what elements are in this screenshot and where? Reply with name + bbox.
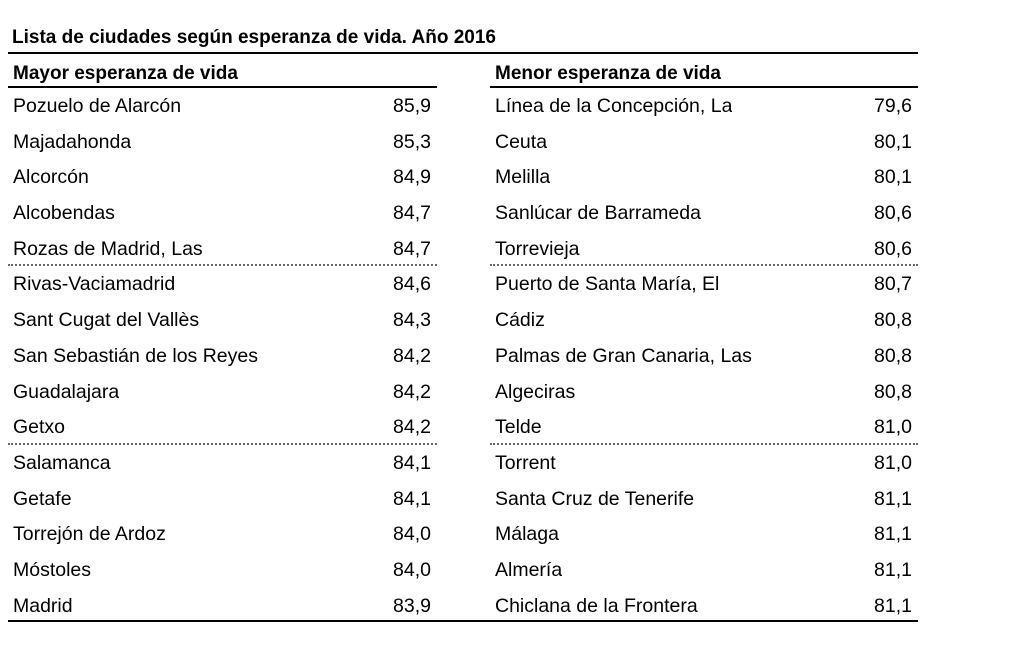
life-expectancy-value: 83,9 xyxy=(393,594,431,617)
table-row: Algeciras 80,8 xyxy=(490,374,918,410)
life-expectancy-value: 81,0 xyxy=(874,416,912,439)
city-name: Móstoles xyxy=(13,558,92,581)
table-row: Alcorcón 84,9 xyxy=(8,159,437,195)
city-name: Sanlúcar de Barrameda xyxy=(495,202,701,225)
life-expectancy-value: 80,6 xyxy=(874,237,912,260)
city-name: Pozuelo de Alarcón xyxy=(13,95,182,117)
life-expectancy-value: 81,1 xyxy=(874,558,912,581)
life-expectancy-value: 80,8 xyxy=(874,309,912,332)
city-name: Rivas-Vaciamadrid xyxy=(13,273,176,296)
table-row: Palmas de Gran Canaria, Las 80,8 xyxy=(490,338,918,374)
city-name: Getafe xyxy=(13,487,72,510)
city-name: Torrevieja xyxy=(495,237,580,260)
table-row: Sant Cugat del Vallès 84,3 xyxy=(8,302,437,338)
life-expectancy-value: 81,1 xyxy=(874,487,912,510)
life-expectancy-value: 80,7 xyxy=(874,273,912,296)
table-title: Lista de ciudades según esperanza de vid… xyxy=(12,27,496,48)
lowest-life-expectancy-column: Menor esperanza de vida Línea de la Conc… xyxy=(490,54,918,623)
table-row: Rivas-Vaciamadrid 84,6 xyxy=(8,266,437,302)
column-header: Menor esperanza de vida xyxy=(490,54,918,88)
life-expectancy-value: 85,3 xyxy=(393,130,431,153)
table-row: Salamanca 84,1 xyxy=(8,445,437,481)
life-expectancy-value: 84,2 xyxy=(393,416,431,439)
life-expectancy-value: 84,1 xyxy=(393,451,431,474)
table-row: Torrevieja 80,6 xyxy=(490,231,918,267)
table-row: Sanlúcar de Barrameda 80,6 xyxy=(490,195,918,231)
life-expectancy-value: 81,1 xyxy=(874,523,912,546)
table-row: Cádiz 80,8 xyxy=(490,302,918,338)
city-name: Santa Cruz de Tenerife xyxy=(495,487,695,510)
city-name: Guadalajara xyxy=(13,380,120,403)
life-expectancy-value: 84,6 xyxy=(393,273,431,296)
city-name: Puerto de Santa María, El xyxy=(495,273,720,296)
life-expectancy-value: 85,9 xyxy=(393,95,431,117)
table-row: Madrid 83,9 xyxy=(8,588,437,624)
table-row: Rozas de Madrid, Las 84,7 xyxy=(8,231,437,267)
city-name: Málaga xyxy=(495,523,559,546)
table-row: San Sebastián de los Reyes 84,2 xyxy=(8,338,437,374)
table-row: Torrent 81,0 xyxy=(490,445,918,481)
table-row: Telde 81,0 xyxy=(490,409,918,445)
city-name: Madrid xyxy=(13,594,73,617)
city-name: Cádiz xyxy=(495,309,545,332)
table-row: Móstoles 84,0 xyxy=(8,552,437,588)
city-name: Ceuta xyxy=(495,130,548,153)
table-row: Ceuta 80,1 xyxy=(490,124,918,160)
life-expectancy-value: 80,6 xyxy=(874,202,912,225)
city-name: Algeciras xyxy=(495,380,576,403)
table-row: Santa Cruz de Tenerife 81,1 xyxy=(490,481,918,517)
table-row: Puerto de Santa María, El 80,7 xyxy=(490,266,918,302)
column-header: Mayor esperanza de vida xyxy=(8,54,437,88)
life-expectancy-value: 81,0 xyxy=(874,451,912,474)
table-row: Pozuelo de Alarcón 85,9 xyxy=(8,88,437,124)
table-row: Getafe 84,1 xyxy=(8,481,437,517)
city-name: Melilla xyxy=(495,166,551,189)
table-row: Línea de la Concepción, La 79,6 xyxy=(490,88,918,124)
table-row: Málaga 81,1 xyxy=(490,516,918,552)
life-expectancy-value: 84,3 xyxy=(393,309,431,332)
life-expectancy-value: 84,2 xyxy=(393,344,431,367)
city-name: Sant Cugat del Vallès xyxy=(13,309,200,332)
life-expectancy-value: 84,2 xyxy=(393,380,431,403)
city-name: Torrejón de Ardoz xyxy=(13,523,166,546)
city-name: Palmas de Gran Canaria, Las xyxy=(495,344,752,367)
table-row: Torrejón de Ardoz 84,0 xyxy=(8,516,437,552)
table-row: Alcobendas 84,7 xyxy=(8,195,437,231)
table-row: Guadalajara 84,2 xyxy=(8,374,437,410)
city-name: Alcorcón xyxy=(13,166,89,189)
life-expectancy-value: 84,7 xyxy=(393,202,431,225)
life-expectancy-value: 81,1 xyxy=(874,594,912,617)
table-row: Chiclana de la Frontera 81,1 xyxy=(490,588,918,624)
city-name: Chiclana de la Frontera xyxy=(495,594,698,617)
table-row: Melilla 80,1 xyxy=(490,159,918,195)
city-name: Salamanca xyxy=(13,451,111,474)
city-name: Almería xyxy=(495,558,563,581)
life-expectancy-value: 84,1 xyxy=(393,487,431,510)
life-expectancy-value: 84,9 xyxy=(393,166,431,189)
city-name: Telde xyxy=(495,416,542,439)
city-name: Torrent xyxy=(495,451,556,474)
life-expectancy-value: 80,8 xyxy=(874,344,912,367)
bottom-divider xyxy=(8,620,918,622)
title-divider xyxy=(8,52,918,54)
life-expectancy-value: 84,0 xyxy=(393,558,431,581)
city-name: San Sebastián de los Reyes xyxy=(13,344,258,367)
highest-life-expectancy-column: Mayor esperanza de vida Pozuelo de Alarc… xyxy=(8,54,437,623)
table-row: Almería 81,1 xyxy=(490,552,918,588)
city-name: Getxo xyxy=(13,416,66,439)
life-expectancy-value: 80,1 xyxy=(874,166,912,189)
life-expectancy-value: 80,1 xyxy=(874,130,912,153)
city-name: Rozas de Madrid, Las xyxy=(13,237,203,260)
life-expectancy-value: 84,7 xyxy=(393,237,431,260)
table-row: Majadahonda 85,3 xyxy=(8,124,437,160)
city-name: Alcobendas xyxy=(13,202,115,225)
table-row: Getxo 84,2 xyxy=(8,409,437,445)
life-expectancy-value: 84,0 xyxy=(393,523,431,546)
city-name: Línea de la Concepción, La xyxy=(495,95,733,117)
life-expectancy-value: 80,8 xyxy=(874,380,912,403)
city-name: Majadahonda xyxy=(13,130,132,153)
life-expectancy-value: 79,6 xyxy=(874,95,912,117)
